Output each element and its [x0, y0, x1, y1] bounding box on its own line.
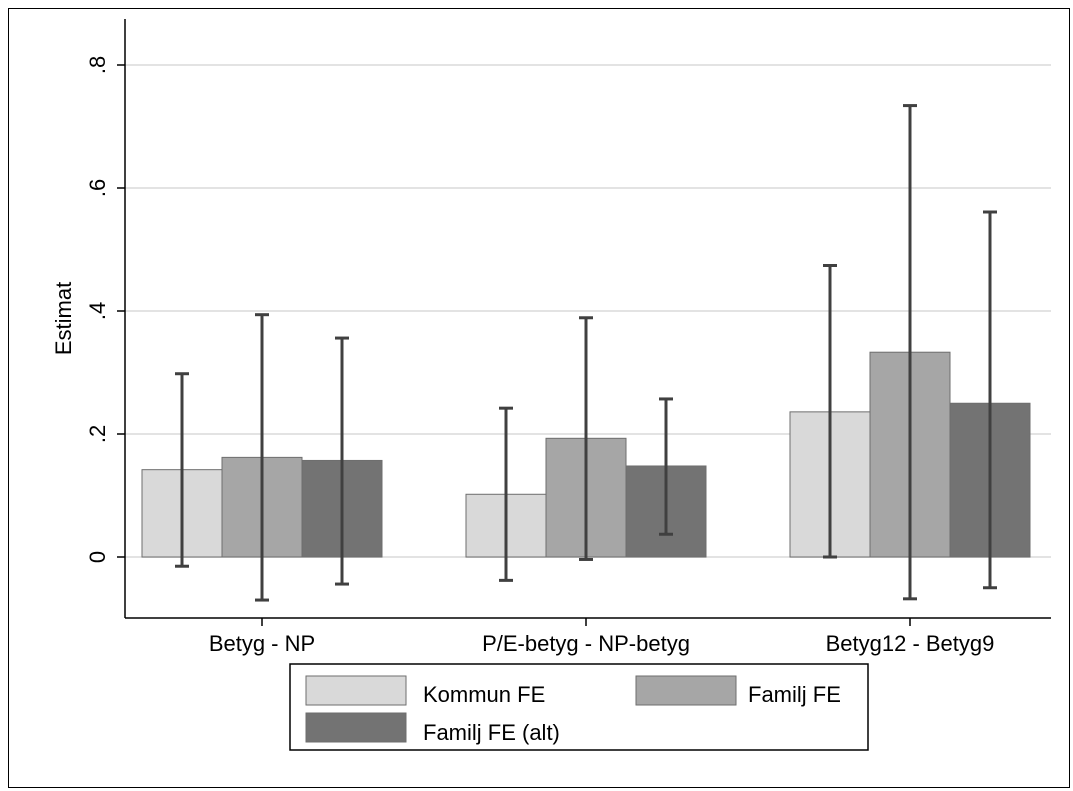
legend-swatch	[635, 675, 737, 706]
chart-frame: 0 .2 .4 .6 .8 Estimat Betyg - NP P/E-betyg - NP…	[8, 8, 1070, 788]
x-tick-label: P/E-betyg - NP-betyg	[482, 631, 690, 656]
y-tick-label: .6	[85, 179, 110, 197]
x-tick-label: Betyg - NP	[209, 631, 315, 656]
legend-swatch	[305, 712, 407, 743]
legend-label: Kommun FE	[423, 682, 545, 707]
y-tick-label: .8	[85, 56, 110, 74]
y-axis-title: Estimat	[51, 282, 76, 355]
legend-swatch	[305, 675, 407, 706]
legend-label: Familj FE	[748, 682, 841, 707]
legend-label: Familj FE (alt)	[423, 720, 560, 745]
y-tick-label: .4	[85, 302, 110, 320]
legend: Kommun FE Familj FE Familj FE (alt)	[289, 663, 869, 751]
axes: 0 .2 .4 .6 .8 Estimat Betyg - NP P/E-betyg - NP…	[51, 19, 1051, 656]
error-bars	[175, 104, 997, 602]
x-tick-label: Betyg12 - Betyg9	[826, 631, 995, 656]
bar-chart: 0 .2 .4 .6 .8 Estimat Betyg - NP P/E-betyg - NP…	[51, 19, 1051, 751]
y-tick-label: .2	[85, 425, 110, 443]
y-tick-label: 0	[85, 551, 110, 563]
